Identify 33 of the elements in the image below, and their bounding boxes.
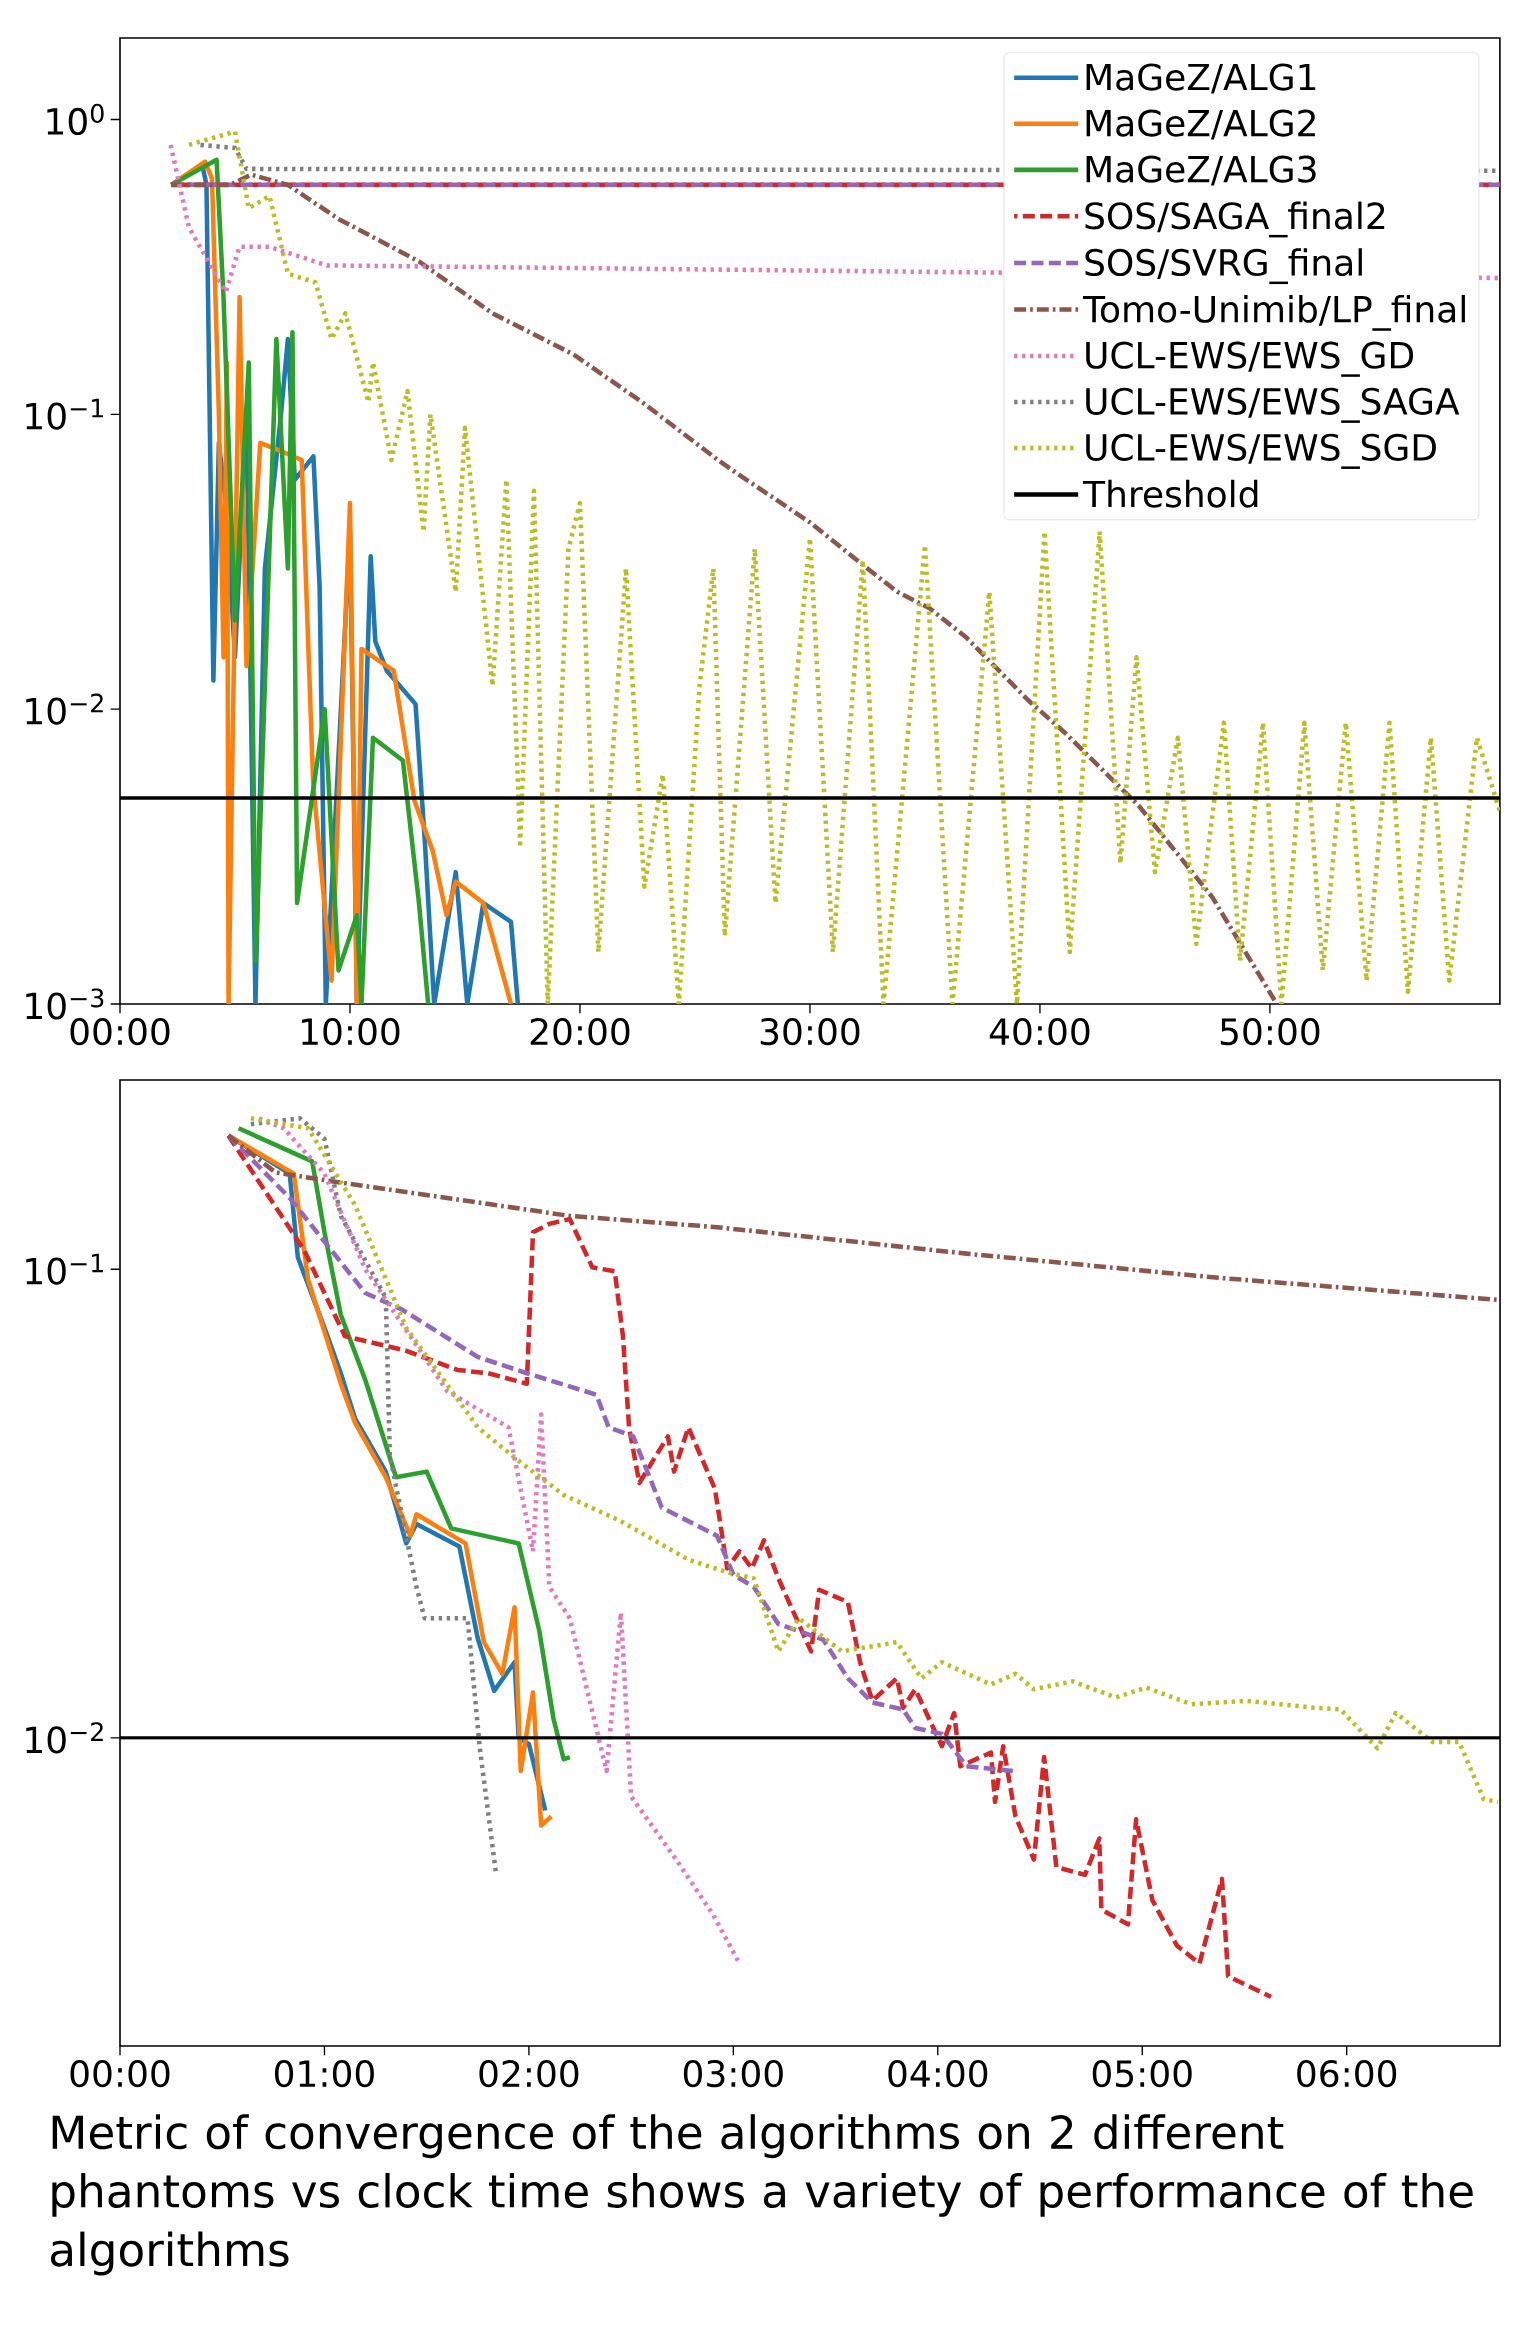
legend-label: SOS/SVRG_final — [1085, 248, 1362, 285]
legend-label: Tomo-Unimib/LP_final — [1082, 294, 1465, 331]
x-tick-label: 03:00 — [683, 2060, 783, 2088]
y-tick-label: 10$^{0}$ — [47, 103, 104, 136]
x-tick-label: 50:00 — [1220, 1018, 1320, 1046]
x-tick-label: 06:00 — [1297, 2060, 1397, 2088]
line-series — [236, 1125, 573, 1762]
x-tick-label: 04:00 — [888, 2060, 988, 2088]
x-tick-label: 01:00 — [274, 2060, 374, 2088]
legend-label: UCL-EWS/EWS_SGD — [1086, 433, 1436, 469]
legend-label: SOS/SAGA_final2 — [1085, 201, 1385, 238]
legend-label: MaGeZ/ALG2 — [1086, 109, 1315, 140]
legend-label: MaGeZ/ALG3 — [1086, 155, 1316, 186]
x-tick-label: 40:00 — [989, 1018, 1090, 1046]
x-tick-label: 00:00 — [70, 2060, 170, 2088]
line-series — [169, 157, 431, 1004]
legend-label: UCL-EWS/EWS_GD — [1086, 341, 1414, 377]
y-tick-label: 10$^{−2}$ — [26, 1722, 103, 1754]
x-tick-label: 05:00 — [1092, 2060, 1192, 2088]
line-series — [226, 1133, 1016, 1774]
x-tick-label: 20:00 — [530, 1018, 630, 1046]
x-tick-label: 10:00 — [302, 1018, 400, 1046]
x-tick-label: 02:00 — [479, 2060, 579, 2088]
legend-label: UCL-EWS/EWS_SAGA — [1086, 387, 1460, 423]
x-tick-label: 00:00 — [70, 1018, 170, 1046]
y-tick-label: 10$^{−1}$ — [26, 1253, 103, 1285]
y-tick-label: 10$^{−2}$ — [26, 693, 103, 725]
legend-label: Threshold — [1082, 479, 1258, 508]
legend-label: MaGeZ/ALG1 — [1086, 63, 1316, 94]
text: Metric of convergence of the algorithms on 2 different phantoms vs clock time shows a variety of performance of the algorithms — [50, 2114, 1473, 2276]
x-tick-label: 30:00 — [760, 1018, 860, 1046]
y-tick-label: 10$^{−1}$ — [26, 398, 103, 430]
line-series — [248, 1116, 1501, 1805]
